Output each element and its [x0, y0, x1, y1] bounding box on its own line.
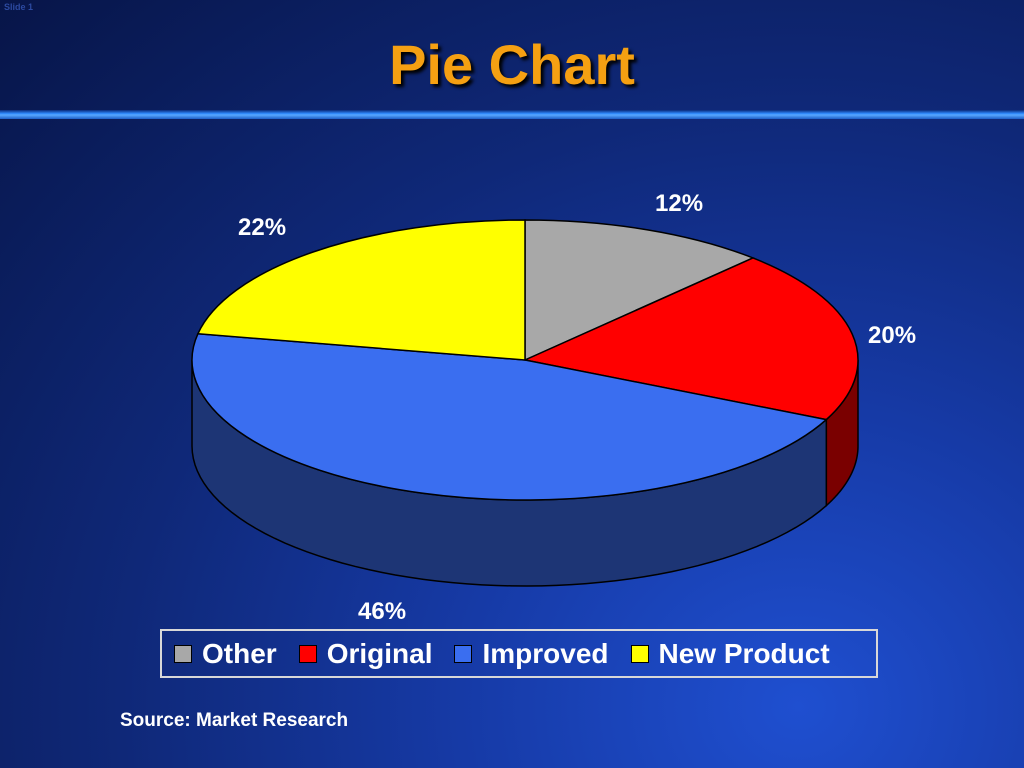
legend-label-original: Original: [326, 637, 433, 669]
legend-label-new-product: New Product: [658, 637, 830, 669]
page-title: Pie Chart: [389, 33, 635, 96]
pie-top-faces: [191, 219, 859, 501]
source-note: Source: Market Research: [120, 710, 349, 731]
legend-swatch-other: [174, 644, 192, 663]
legend-item-other: Other: [174, 638, 277, 670]
legend-item-original: Original: [298, 637, 433, 670]
slice-label-other: 12%: [655, 190, 704, 217]
legend-swatch-new-product: [630, 644, 649, 663]
legend-swatch-improved: [454, 644, 473, 663]
legend-item-new-product: New Product: [630, 637, 830, 670]
chart-legend: Other Original Improved New Product: [160, 629, 878, 678]
pie-slice-other: [524, 219, 755, 362]
legend-swatch-original: [298, 644, 317, 663]
legend-label-improved: Improved: [482, 637, 609, 669]
pie-slice-improved: [191, 332, 828, 501]
slice-label-improved: 46%: [358, 598, 407, 625]
pie-slice-original: [522, 257, 859, 421]
slice-label-new-product: 22%: [238, 214, 287, 241]
slice-label-original: 20%: [868, 322, 917, 349]
title-divider: [0, 110, 1024, 119]
pie-slice-new-product: [196, 219, 526, 361]
legend-item-improved: Improved: [454, 637, 609, 670]
slide-number: Slide 1: [4, 2, 34, 12]
legend-label-other: Other: [202, 637, 277, 669]
